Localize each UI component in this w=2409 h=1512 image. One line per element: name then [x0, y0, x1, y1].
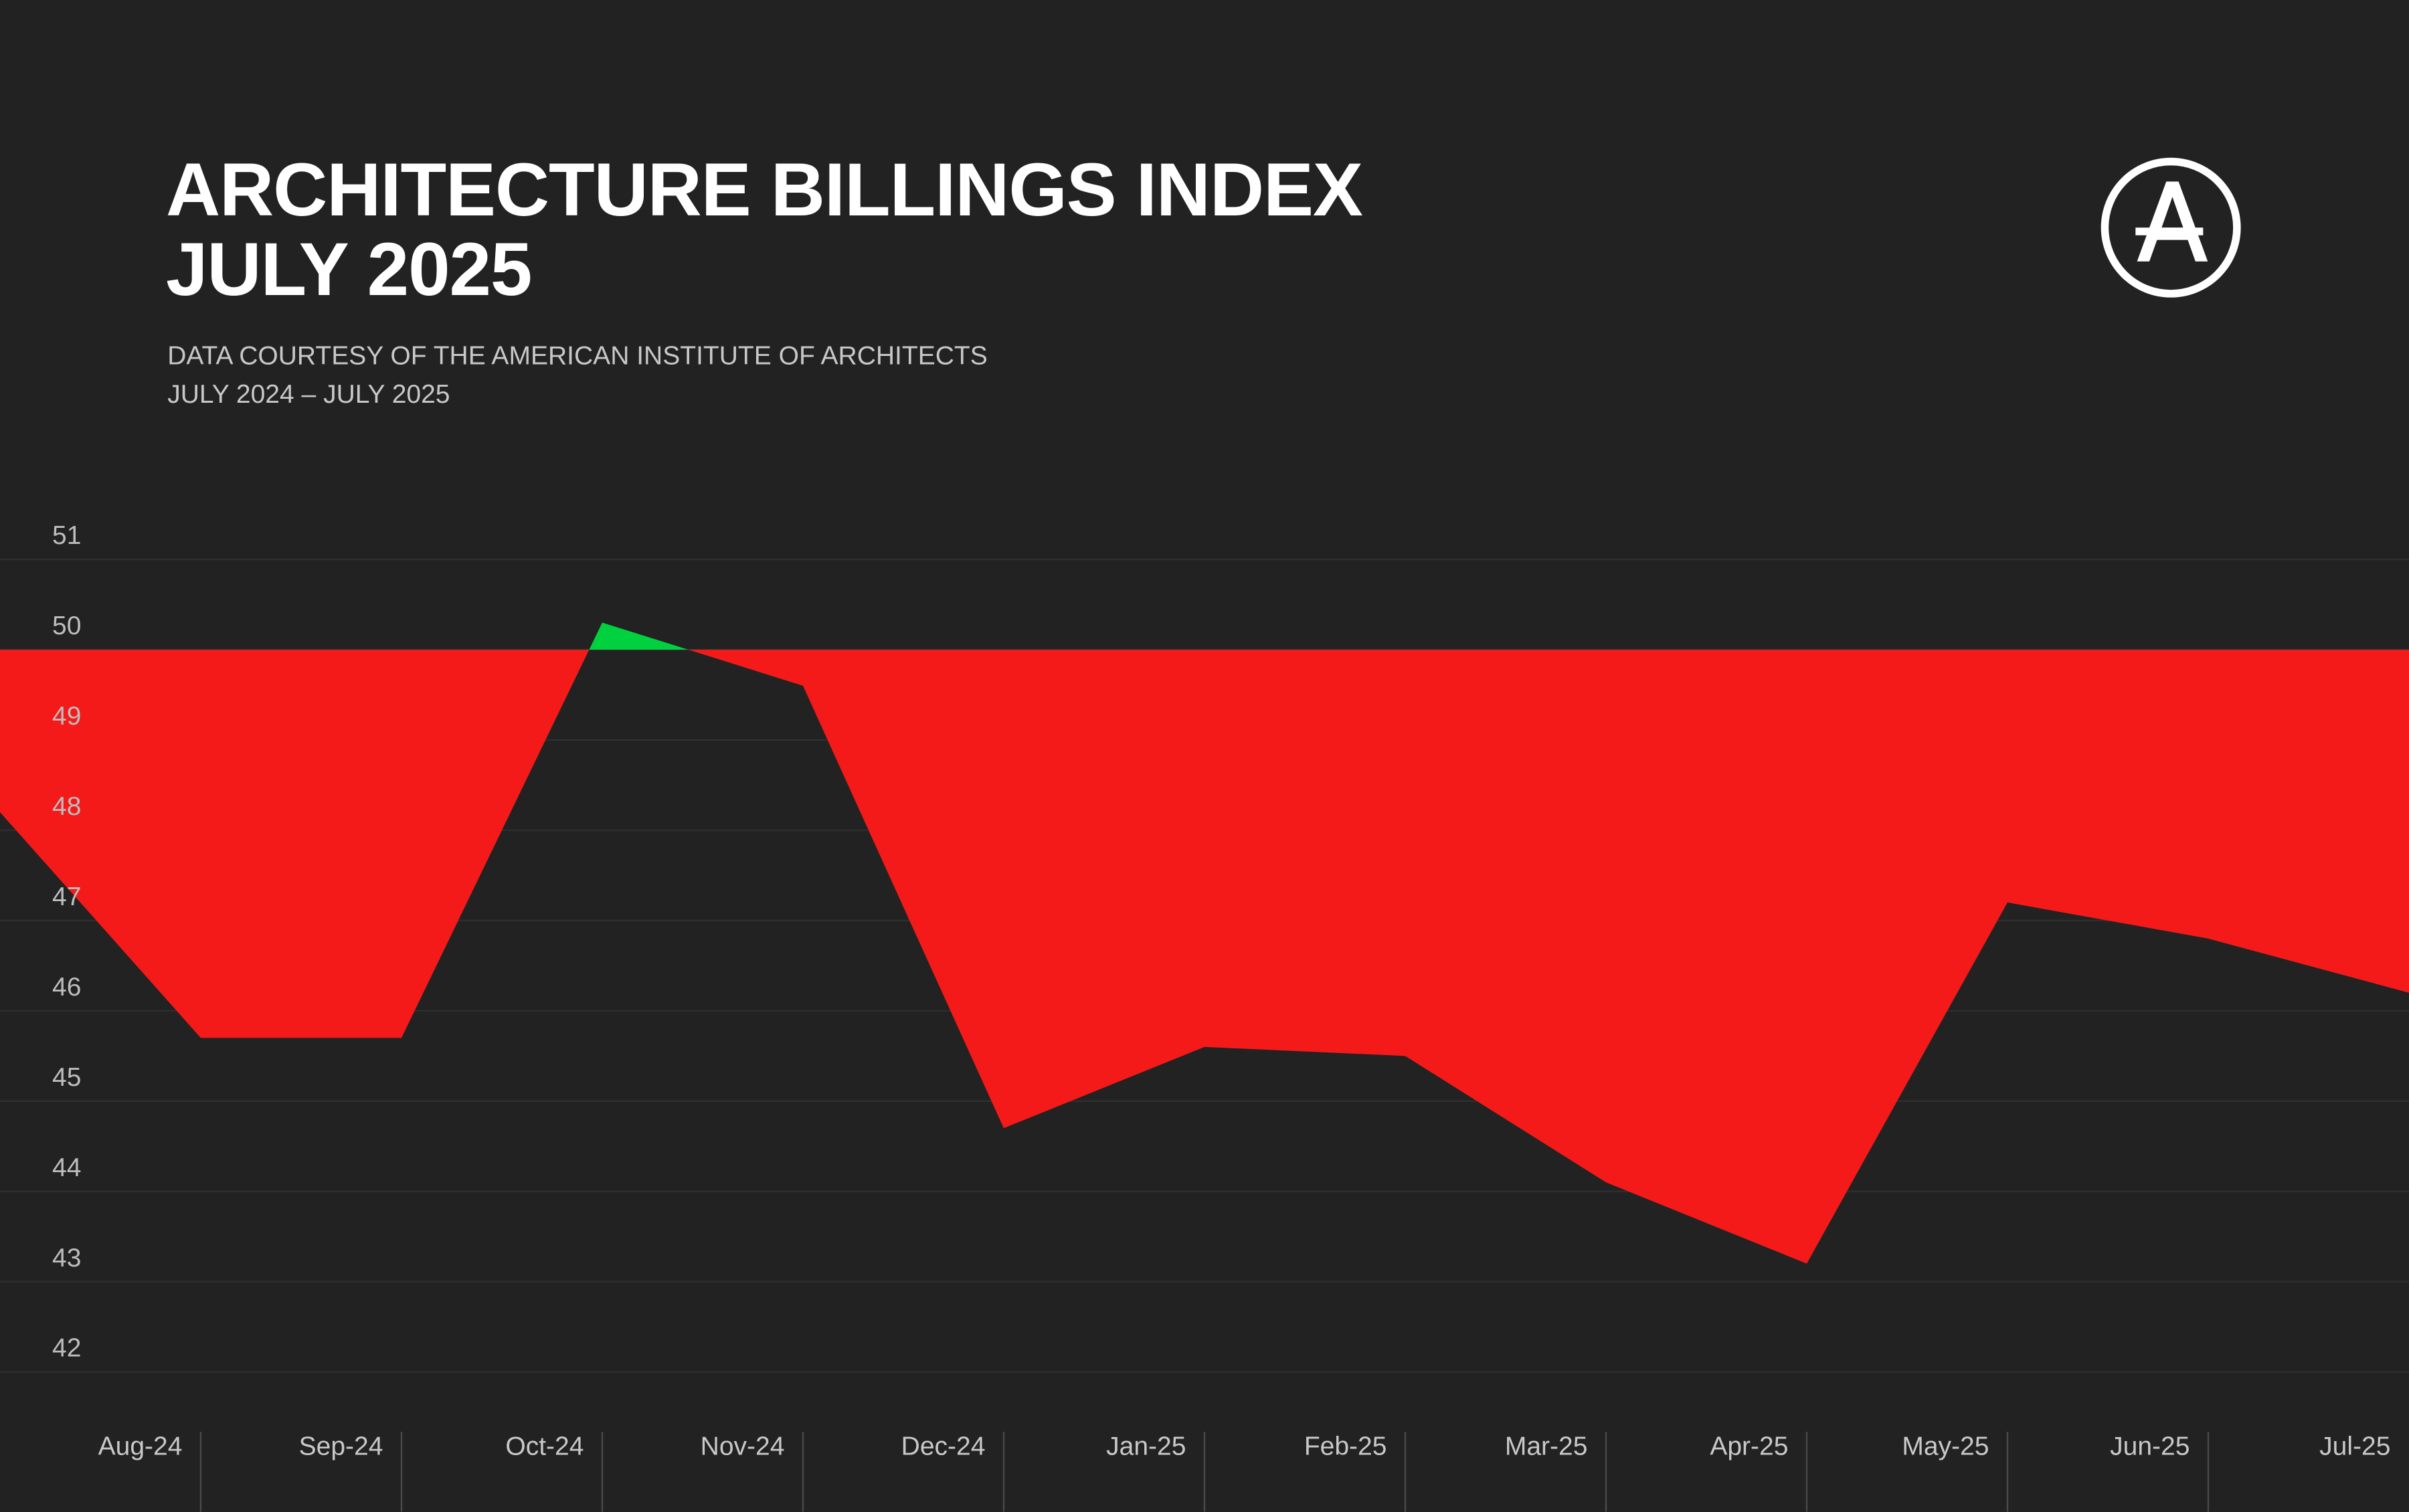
chart-title: ARCHITECTURE BILLINGS INDEX — [166, 147, 1363, 231]
x-tick-label: Sep-24 — [299, 1432, 383, 1461]
chart-subtitle: JULY 2024 – JULY 2025 — [167, 380, 450, 409]
x-tick-label: Jul-25 — [2319, 1432, 2390, 1461]
x-tick-label: Mar-25 — [1505, 1432, 1588, 1461]
x-tick-label: Dec-24 — [901, 1432, 986, 1461]
y-tick-label: 44 — [52, 1153, 81, 1182]
x-tick-label: Jan-25 — [1106, 1432, 1186, 1461]
y-tick-label: 47 — [52, 882, 81, 911]
x-tick-label: Aug-24 — [98, 1432, 183, 1461]
x-tick-label: Feb-25 — [1304, 1432, 1387, 1461]
chart-subtitle: DATA COURTESY OF THE AMERICAN INSTITUTE … — [167, 342, 988, 371]
labels: 42 43 44 45 46 47 48 49 50 51 Aug-24 Sep-24 Oct-24 No… — [52, 521, 2390, 1512]
x-tick-label: Oct-24 — [505, 1432, 584, 1461]
x-tick-label: Nov-24 — [701, 1432, 785, 1461]
area-below — [0, 650, 2409, 1264]
y-tick-label: 46 — [52, 973, 81, 1002]
area-above — [589, 622, 689, 650]
areas — [0, 622, 2409, 1264]
x-tick-label: Jun-25 — [2110, 1432, 2190, 1461]
x-tick-label: May-25 — [1902, 1432, 1989, 1461]
y-tick-label: 51 — [52, 521, 81, 550]
y-tick-label: 43 — [52, 1244, 81, 1272]
y-tick-label: 48 — [52, 792, 81, 821]
x-tick-label: Apr-25 — [1710, 1432, 1788, 1461]
y-tick-label: 42 — [52, 1334, 81, 1363]
logo — [2101, 157, 2241, 298]
y-tick-label: 49 — [52, 702, 81, 731]
y-tick-label: 45 — [52, 1063, 81, 1092]
chart-title: JULY 2025 — [166, 227, 531, 311]
y-tick-label: 50 — [52, 611, 81, 640]
